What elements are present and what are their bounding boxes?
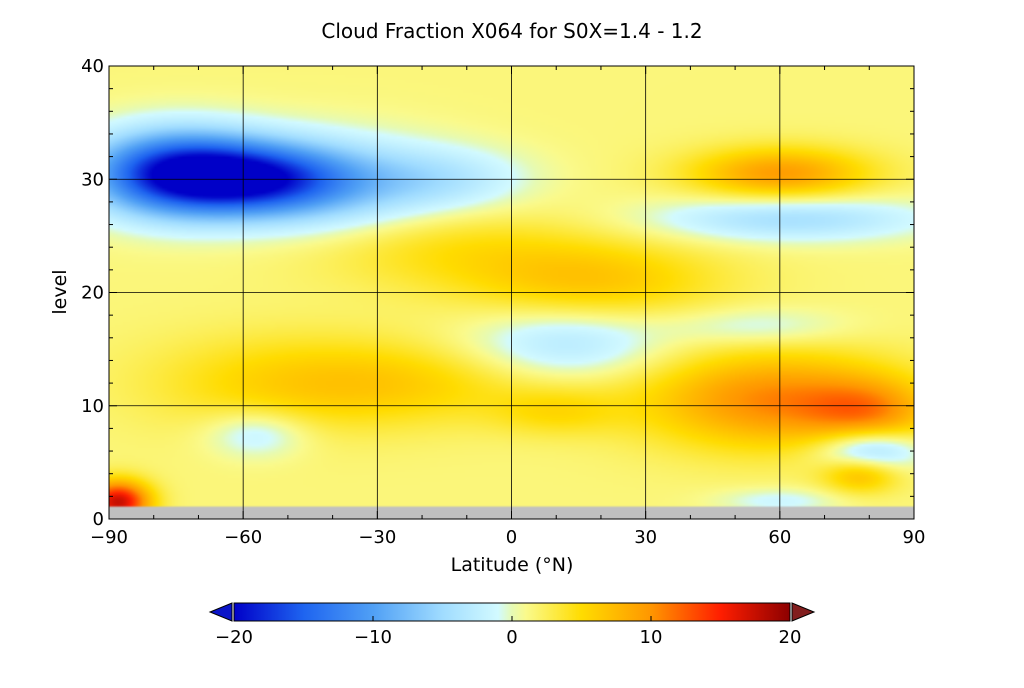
x-tick-label: −90 <box>90 527 128 548</box>
colorbar-tick-label: 0 <box>506 627 517 648</box>
chart-title: Cloud Fraction X064 for S0X=1.4 - 1.2 <box>321 19 702 43</box>
colorbar-tick-labels: −20 −10 0 10 20 <box>215 627 801 648</box>
y-tick-label: 30 <box>81 169 104 190</box>
x-axis-tick-labels: −90 −60 −30 0 30 60 90 <box>90 527 925 548</box>
plot-area <box>108 65 915 520</box>
y-axis-tick-labels: 0 10 20 30 40 <box>81 56 104 530</box>
axis-ticks <box>108 65 915 520</box>
y-tick-label: 40 <box>81 56 104 77</box>
y-tick-label: 20 <box>81 283 104 304</box>
x-tick-label: 30 <box>634 527 657 548</box>
colorbar-ticks <box>233 616 791 621</box>
x-axis-label: Latitude (°N) <box>451 554 574 576</box>
colorbar-tick-label: 10 <box>640 627 663 648</box>
y-axis-label: level <box>49 269 71 314</box>
x-tick-label: 90 <box>903 527 926 548</box>
x-tick-label: 60 <box>768 527 791 548</box>
colorbar-tick-label: −20 <box>215 627 253 648</box>
y-tick-label: 0 <box>93 509 104 530</box>
colorbar-tick-label: 20 <box>779 627 802 648</box>
colorbar-under-arrow <box>208 602 233 622</box>
colorbar-over-arrow <box>791 602 816 622</box>
colorbar-tick-label: −10 <box>354 627 392 648</box>
x-tick-label: 0 <box>506 527 517 548</box>
grid-lines <box>109 66 914 519</box>
colorbar: −20 −10 0 10 20 <box>208 602 816 648</box>
x-tick-label: −60 <box>224 527 262 548</box>
y-tick-label: 10 <box>81 396 104 417</box>
x-tick-label: −30 <box>358 527 396 548</box>
